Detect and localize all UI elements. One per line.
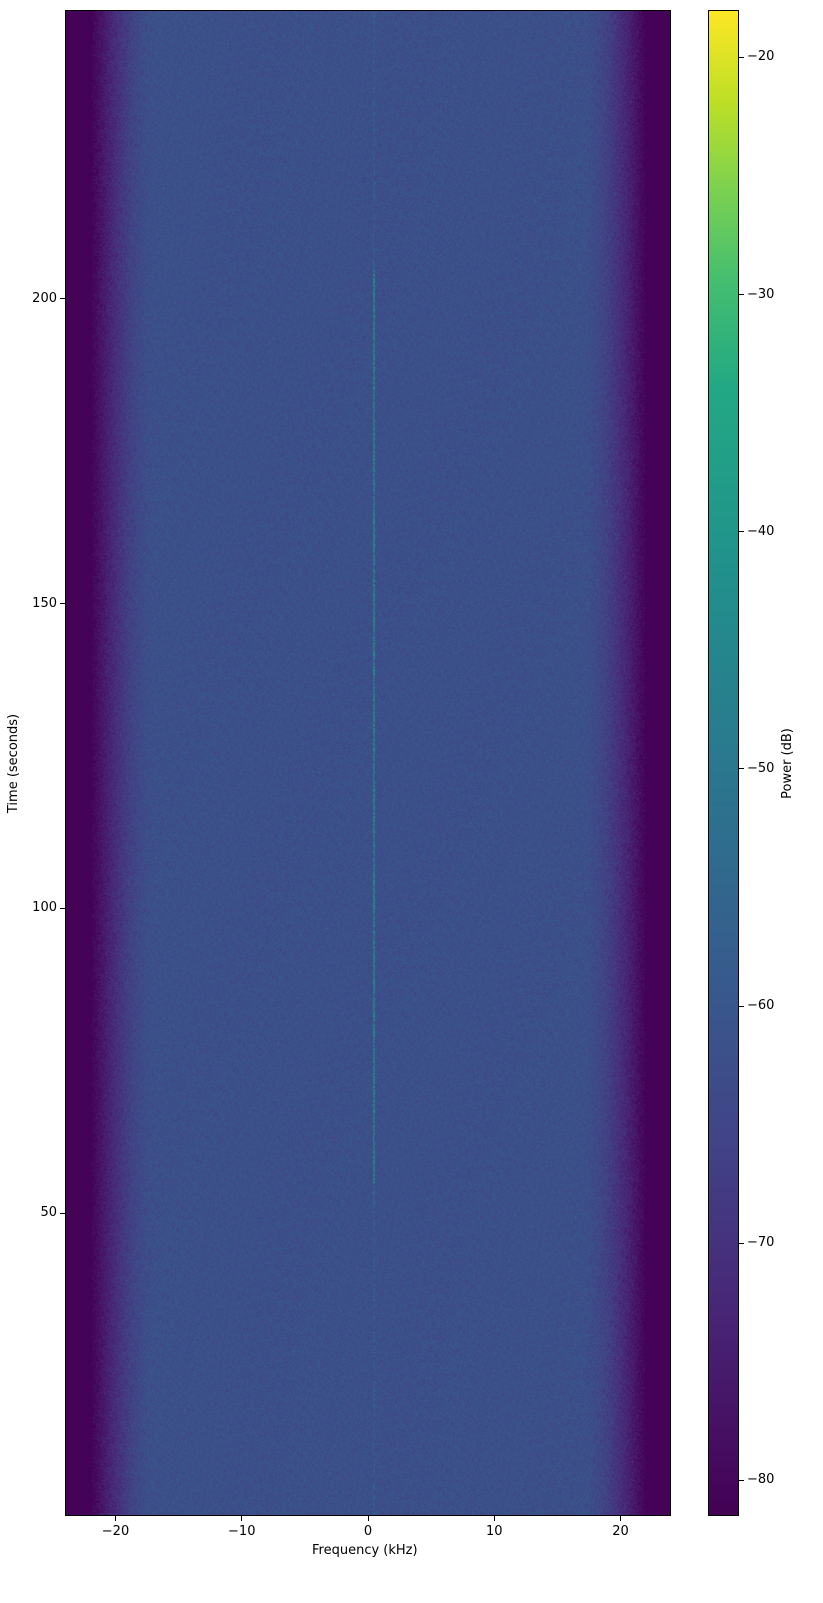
x-tick-label: 10 bbox=[485, 1524, 503, 1539]
x-tick-mark bbox=[367, 1516, 369, 1521]
x-tick-label: 20 bbox=[612, 1524, 629, 1539]
spectrogram-image bbox=[66, 11, 670, 1515]
x-tick-label: −10 bbox=[228, 1524, 256, 1539]
x-tick-mark bbox=[241, 1516, 243, 1521]
colorbar-tick-mark bbox=[739, 1479, 744, 1481]
x-axis-label: Frequency (kHz) bbox=[312, 1543, 418, 1558]
colorbar-tick-mark bbox=[739, 531, 744, 533]
x-tick-mark bbox=[115, 1516, 116, 1521]
y-tick-label: 50 bbox=[40, 1205, 57, 1221]
colorbar-tick-label: −60 bbox=[747, 998, 775, 1014]
colorbar-tick-mark bbox=[739, 1242, 744, 1244]
colorbar-gradient bbox=[709, 11, 738, 1515]
colorbar-tick-label: −40 bbox=[747, 523, 775, 539]
colorbar-label: Power (dB) bbox=[779, 728, 795, 799]
x-tick-label: −20 bbox=[101, 1524, 130, 1539]
y-axis-label: Time (seconds) bbox=[6, 713, 22, 814]
colorbar-tick-mark bbox=[739, 768, 744, 770]
y-tick-mark bbox=[60, 603, 65, 605]
y-tick-mark bbox=[60, 298, 65, 300]
colorbar-tick-label: −70 bbox=[747, 1235, 775, 1251]
x-tick-label: 0 bbox=[363, 1524, 373, 1539]
colorbar-tick-mark bbox=[739, 1005, 744, 1007]
y-tick-mark bbox=[60, 1212, 65, 1214]
y-tick-mark bbox=[60, 907, 65, 909]
y-tick-label: 150 bbox=[32, 595, 57, 611]
x-tick-mark bbox=[620, 1516, 621, 1521]
spectrogram-plot bbox=[65, 10, 671, 1516]
x-tick-mark bbox=[493, 1516, 495, 1521]
colorbar-tick-mark bbox=[739, 56, 744, 58]
colorbar-tick-label: −20 bbox=[747, 49, 775, 65]
y-tick-label: 100 bbox=[32, 900, 57, 916]
colorbar-tick-label: −50 bbox=[747, 760, 775, 776]
y-tick-label: 200 bbox=[32, 290, 57, 306]
colorbar bbox=[708, 10, 739, 1516]
colorbar-tick-label: −80 bbox=[747, 1472, 775, 1488]
colorbar-tick-label: −30 bbox=[747, 286, 775, 302]
colorbar-tick-mark bbox=[739, 294, 744, 296]
